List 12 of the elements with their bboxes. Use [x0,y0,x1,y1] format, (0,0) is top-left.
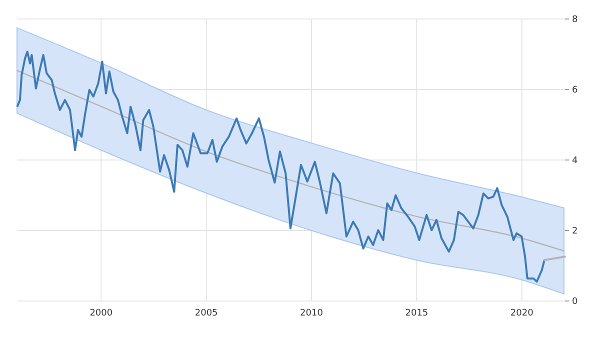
y-tick-label: 0 [572,296,578,307]
y-tick-label: 2 [572,226,578,236]
x-tick-label: 2005 [194,308,218,318]
x-tick-label: 2020 [510,308,534,318]
y-tick-label: 6 [572,85,578,96]
line-series [16,50,546,283]
y-tick-label: 8 [572,14,578,25]
x-tick-label: 2010 [300,308,324,318]
x-tick-label: 2015 [405,308,428,318]
y-tick-label: 4 [572,156,578,166]
line-series [16,70,565,252]
x-tick-label: 2000 [90,308,113,318]
